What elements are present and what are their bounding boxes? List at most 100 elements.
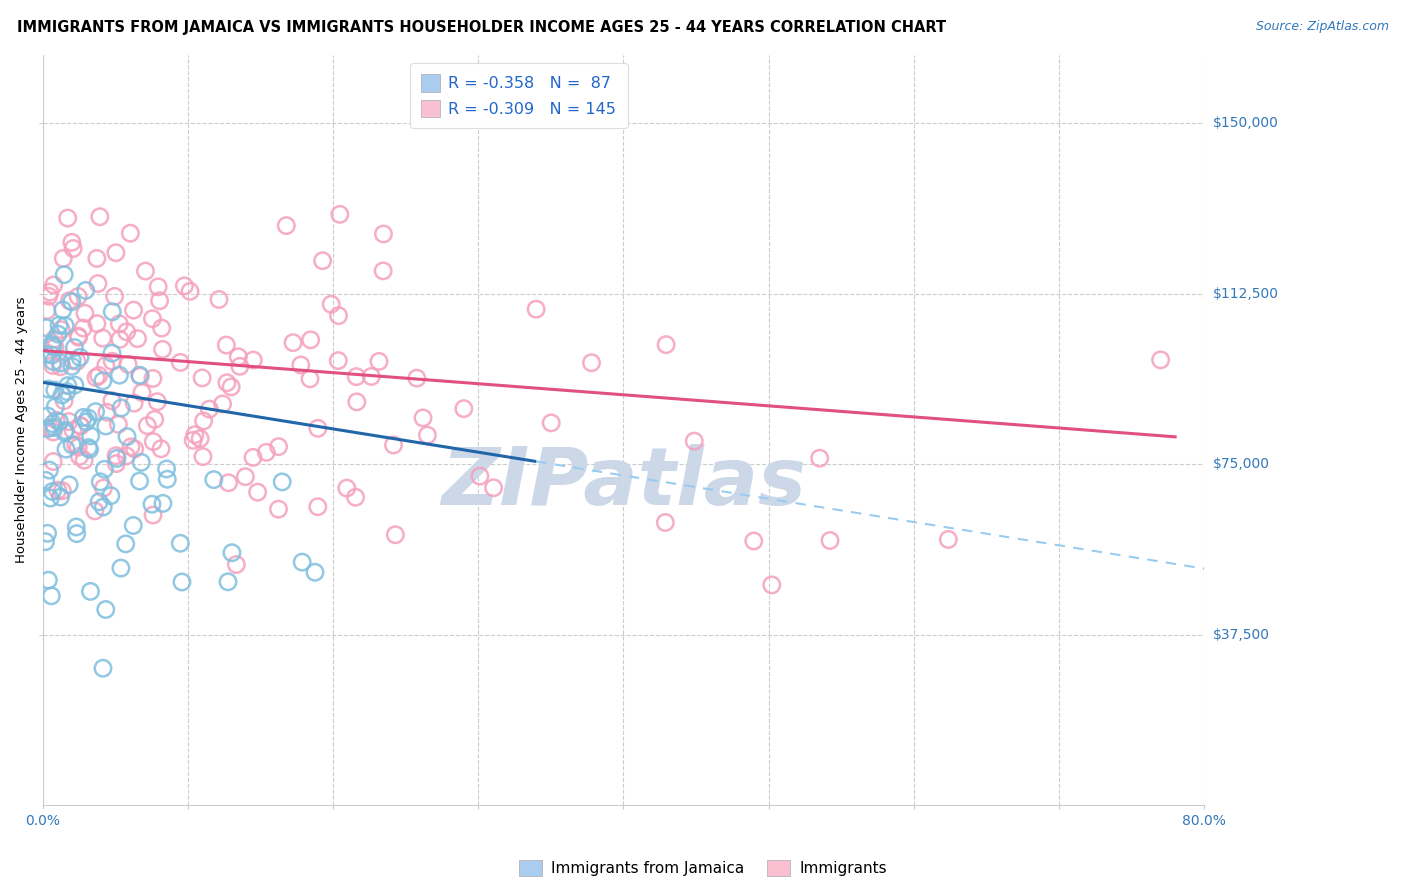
Point — [818, 533, 841, 548]
Point — [110, 561, 132, 575]
Point — [218, 475, 240, 490]
Point — [46, 327, 69, 342]
Point — [60, 235, 83, 250]
Point — [53, 393, 76, 408]
Point — [242, 450, 264, 465]
Point — [100, 489, 122, 503]
Point — [52, 252, 75, 266]
Point — [79, 584, 101, 599]
Point — [281, 335, 304, 350]
Point — [453, 401, 475, 416]
Point — [134, 264, 156, 278]
Point — [299, 333, 322, 347]
Point — [42, 339, 65, 353]
Point — [124, 442, 146, 456]
Point — [46, 483, 69, 498]
Point — [242, 353, 264, 368]
Point — [38, 289, 60, 303]
Point — [87, 277, 110, 291]
Point — [35, 320, 58, 334]
Text: $75,000: $75,000 — [1212, 457, 1270, 471]
Point — [75, 415, 97, 429]
Point — [37, 526, 59, 541]
Point — [290, 358, 312, 372]
Point — [267, 502, 290, 516]
Point — [66, 354, 89, 368]
Y-axis label: Householder Income Ages 25 - 44 years: Householder Income Ages 25 - 44 years — [15, 297, 28, 563]
Point — [193, 414, 215, 428]
Point — [217, 574, 239, 589]
Point — [114, 537, 136, 551]
Point — [86, 252, 108, 266]
Point — [128, 474, 150, 488]
Point — [66, 526, 89, 541]
Point — [65, 437, 87, 451]
Point — [142, 371, 165, 385]
Point — [254, 445, 277, 459]
Point — [143, 412, 166, 426]
Point — [77, 411, 100, 425]
Point — [683, 434, 706, 449]
Point — [60, 438, 83, 452]
Point — [34, 347, 56, 361]
Point — [44, 383, 66, 397]
Point — [101, 354, 124, 368]
Point — [58, 415, 80, 429]
Point — [336, 481, 359, 495]
Point — [152, 343, 174, 357]
Point — [373, 264, 395, 278]
Point — [101, 305, 124, 319]
Point — [87, 368, 110, 383]
Text: $112,500: $112,500 — [1212, 286, 1278, 301]
Point — [808, 451, 831, 466]
Point — [129, 455, 152, 469]
Point — [107, 417, 129, 432]
Point — [58, 293, 80, 308]
Point — [170, 574, 193, 589]
Point — [115, 449, 138, 463]
Point — [103, 289, 125, 303]
Point — [96, 405, 118, 419]
Point — [42, 425, 65, 439]
Point — [80, 429, 103, 443]
Text: $37,500: $37,500 — [1212, 627, 1270, 641]
Point — [122, 396, 145, 410]
Point — [91, 331, 114, 345]
Point — [211, 397, 233, 411]
Point — [67, 330, 90, 344]
Point — [53, 424, 76, 438]
Point — [202, 473, 225, 487]
Point — [52, 302, 75, 317]
Point — [51, 388, 73, 402]
Point — [75, 284, 97, 298]
Point — [127, 332, 149, 346]
Point — [67, 440, 90, 454]
Point — [219, 380, 242, 394]
Point — [37, 409, 59, 423]
Point — [60, 294, 83, 309]
Point — [35, 474, 58, 488]
Point — [53, 318, 76, 333]
Point — [148, 293, 170, 308]
Point — [108, 332, 131, 346]
Point — [938, 533, 960, 547]
Point — [581, 356, 603, 370]
Point — [49, 356, 72, 370]
Point — [120, 226, 142, 240]
Point — [63, 378, 86, 392]
Point — [42, 354, 65, 368]
Point — [86, 317, 108, 331]
Point — [328, 353, 350, 368]
Text: Source: ZipAtlas.com: Source: ZipAtlas.com — [1256, 20, 1389, 33]
Point — [35, 421, 58, 435]
Point — [122, 518, 145, 533]
Point — [169, 355, 191, 369]
Point — [44, 400, 66, 414]
Point — [110, 401, 132, 415]
Point — [44, 420, 66, 434]
Point — [53, 268, 76, 282]
Point — [181, 434, 204, 448]
Point — [142, 434, 165, 449]
Point — [37, 382, 59, 396]
Point — [156, 472, 179, 486]
